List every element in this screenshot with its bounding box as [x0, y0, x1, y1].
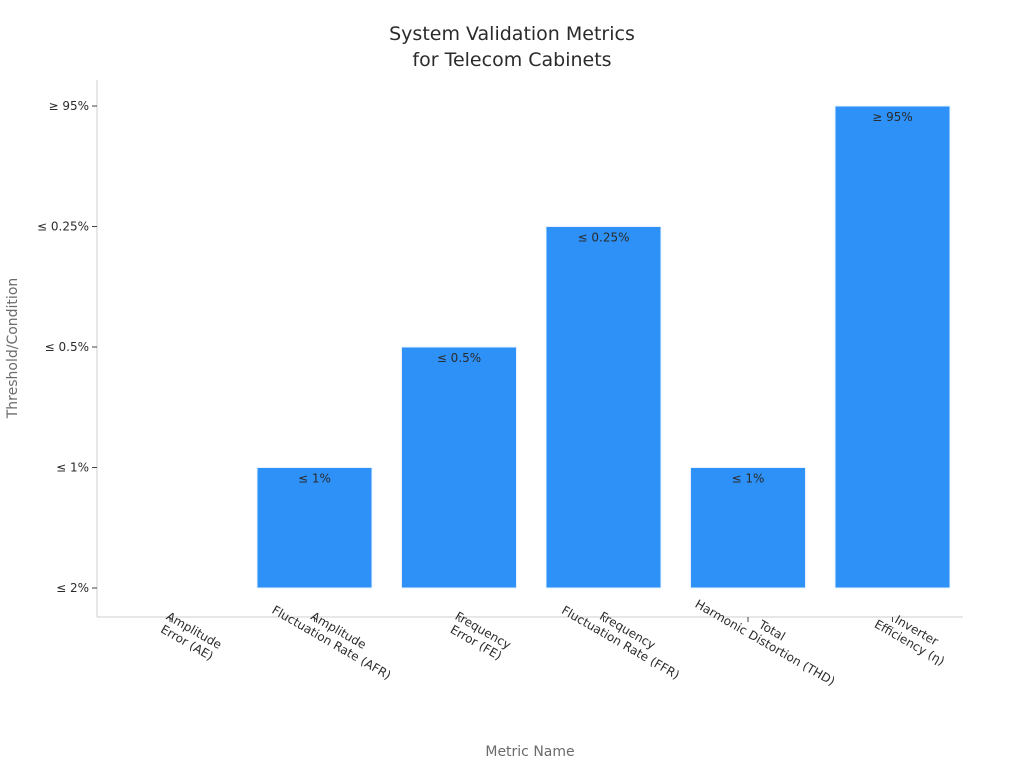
x-tick-label: InverterEfficiency (η) [872, 605, 954, 669]
chart-title-line-1: System Validation Metrics [389, 23, 635, 45]
x-axis-title: Metric Name [485, 744, 574, 760]
x-tick-label-line: Harmonic Distortion (THD) [693, 597, 838, 689]
bar-value-label: ≤ 0.5% [437, 351, 481, 365]
bar-value-label: ≥ 95% [872, 110, 913, 124]
bar-value-label: ≤ 1% [298, 472, 331, 486]
bars-group [256, 105, 951, 589]
y-tick-label: ≤ 0.5% [45, 340, 89, 354]
bar-value-label: ≤ 1% [732, 472, 765, 486]
x-tick-label: AmplitudeFluctuation Rate (AFR) [270, 591, 401, 683]
bar [545, 226, 662, 589]
x-tick-label-line: Fluctuation Rate (FFR) [559, 603, 682, 682]
bar [834, 105, 951, 589]
bar [256, 467, 373, 589]
y-axis-title: Threshold/Condition [5, 278, 21, 420]
x-tick-label: FrequencyFluctuation Rate (FFR) [559, 591, 689, 682]
y-tick-label: ≤ 0.25% [37, 220, 89, 234]
x-tick-label-line: Fluctuation Rate (AFR) [270, 603, 394, 683]
bar-value-label: ≤ 0.25% [578, 231, 630, 245]
y-tick-label: ≥ 95% [48, 99, 89, 113]
y-ticks-group: ≤ 2% ≤ 1% ≤ 0.5% ≤ 0.25% ≥ 95% [37, 99, 97, 595]
x-ticks-group: AmplitudeError (AE) AmplitudeFluctuation … [158, 585, 954, 689]
y-tick-label: ≤ 2% [56, 581, 89, 595]
x-tick-label: TotalHarmonic Distortion (THD) [693, 585, 845, 689]
bar-labels-group: ≤ 1% ≤ 0.5% ≤ 0.25% ≤ 1% ≥ 95% [298, 110, 913, 486]
bar [401, 346, 517, 589]
y-tick-label: ≤ 1% [56, 461, 89, 475]
chart-title-line-2: for Telecom Cabinets [412, 49, 611, 71]
bar [690, 467, 806, 589]
